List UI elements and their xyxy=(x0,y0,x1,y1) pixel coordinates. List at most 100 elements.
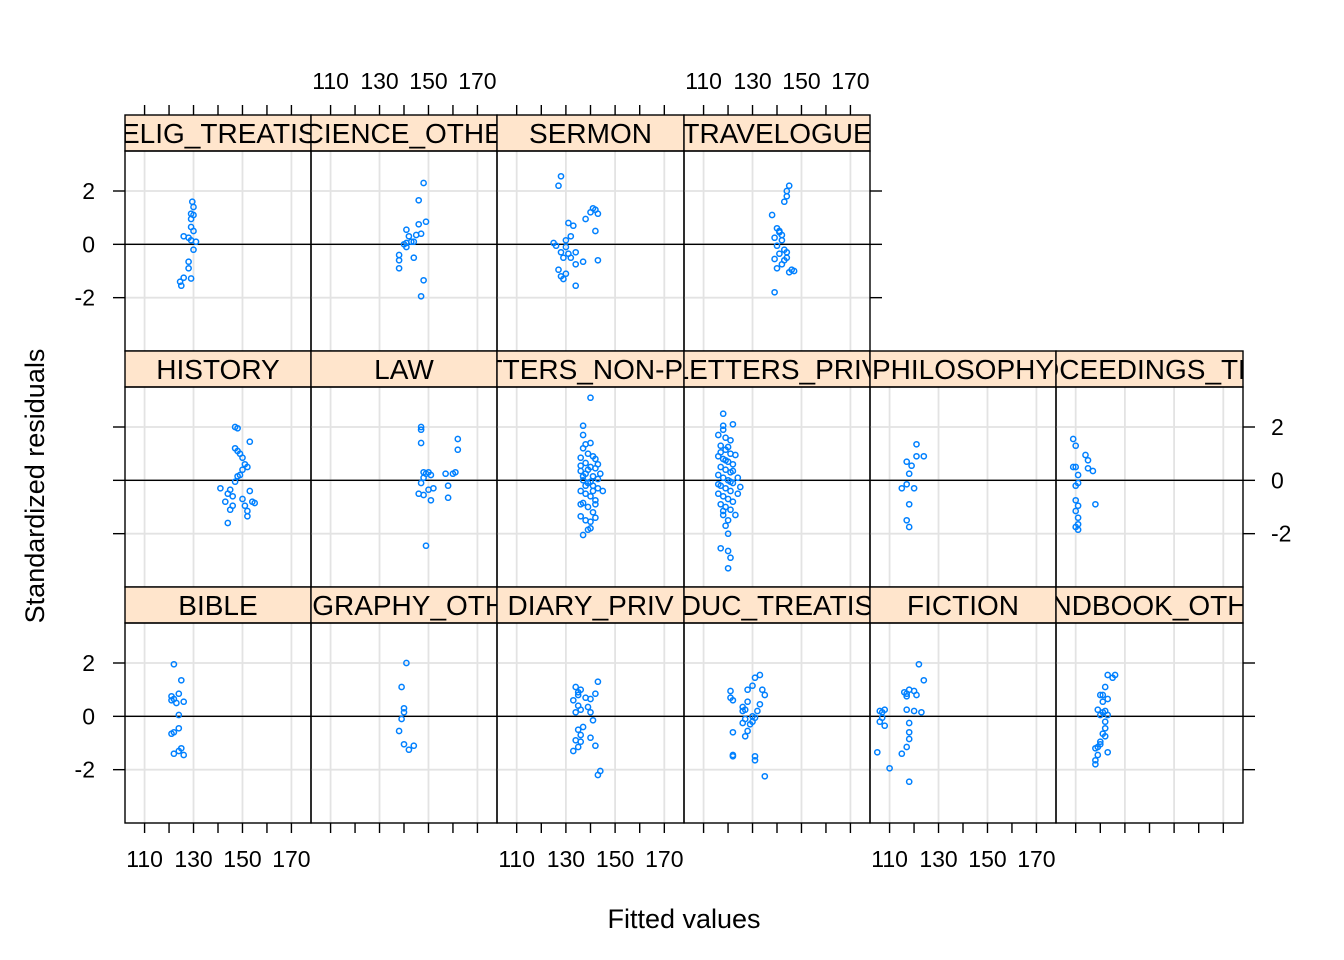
data-point xyxy=(749,682,756,690)
data-point xyxy=(587,518,594,526)
data-point xyxy=(776,250,783,258)
data-point xyxy=(727,506,734,514)
data-point xyxy=(587,695,594,703)
data-point xyxy=(729,696,737,704)
data-point xyxy=(1094,706,1102,714)
data-point xyxy=(560,275,567,283)
data-point xyxy=(596,470,604,478)
data-point xyxy=(1096,740,1104,748)
strip-label: RELIG_TREATISE xyxy=(101,118,335,149)
x-tick-label: 170 xyxy=(645,846,683,872)
data-point xyxy=(741,706,749,714)
strip-background xyxy=(870,351,1056,387)
data-point xyxy=(452,468,459,476)
y-tick-label: 2 xyxy=(82,178,95,204)
data-point xyxy=(910,484,918,492)
data-point xyxy=(587,524,594,532)
strip-label: PROCEEDINGS_TRIAL xyxy=(999,354,1301,385)
x-tick-label: 150 xyxy=(409,68,447,94)
data-point xyxy=(729,498,737,506)
data-point xyxy=(454,446,462,454)
data-point xyxy=(185,264,192,272)
data-point xyxy=(739,719,747,727)
y-axis-title: Standardized residuals xyxy=(20,349,50,624)
data-point xyxy=(915,660,923,668)
data-point xyxy=(557,172,565,180)
data-point xyxy=(724,530,732,538)
data-point xyxy=(722,456,729,464)
data-point xyxy=(717,442,725,450)
data-point xyxy=(562,243,570,251)
data-point xyxy=(727,478,734,486)
data-point xyxy=(1072,442,1080,450)
data-point xyxy=(1092,760,1099,768)
data-point xyxy=(761,772,769,780)
data-point xyxy=(905,470,913,478)
data-point xyxy=(170,750,178,758)
x-tick-label: 150 xyxy=(223,846,261,872)
data-point xyxy=(241,502,249,510)
data-point xyxy=(727,687,734,695)
data-point xyxy=(1111,671,1119,679)
data-point xyxy=(417,292,425,300)
data-point xyxy=(185,234,192,242)
data-point xyxy=(785,182,793,190)
data-point xyxy=(594,678,602,686)
data-point xyxy=(771,288,778,296)
data-point xyxy=(562,270,570,278)
y-tick-label: -2 xyxy=(75,757,95,783)
panel-border xyxy=(869,622,1057,824)
data-point xyxy=(592,227,599,235)
data-point xyxy=(724,564,732,572)
strip-label: SERMON xyxy=(529,118,652,149)
data-point xyxy=(569,696,577,704)
data-point xyxy=(594,475,602,483)
data-point xyxy=(873,748,881,756)
data-point xyxy=(749,712,756,720)
data-point xyxy=(714,490,722,498)
data-point xyxy=(724,547,732,555)
panel-border xyxy=(1055,622,1244,824)
panel-border xyxy=(683,150,871,352)
strip-label: EDUC_TREATISE xyxy=(662,590,892,621)
data-point xyxy=(395,264,403,272)
y-tick-label: 0 xyxy=(1271,467,1284,493)
data-point xyxy=(756,671,764,679)
panel-12: BIOGRAPHY_OTHER xyxy=(310,586,498,824)
data-point xyxy=(773,264,781,272)
data-point xyxy=(187,223,195,231)
data-point xyxy=(727,487,734,495)
strip-background xyxy=(1056,587,1243,623)
data-point xyxy=(173,699,180,707)
data-point xyxy=(577,487,585,495)
data-point xyxy=(589,472,597,480)
data-point xyxy=(574,688,582,696)
data-point xyxy=(594,460,602,468)
data-point xyxy=(239,466,246,474)
data-point xyxy=(905,728,913,736)
data-point xyxy=(913,452,920,460)
data-point xyxy=(430,484,437,492)
data-point xyxy=(577,706,585,714)
data-point xyxy=(400,740,408,748)
data-point xyxy=(727,554,734,562)
data-point xyxy=(905,778,913,786)
strip-background xyxy=(497,351,684,387)
x-tick-label: 110 xyxy=(498,846,535,872)
data-point xyxy=(582,459,589,467)
data-point xyxy=(1072,463,1080,471)
data-point xyxy=(587,394,594,402)
data-point xyxy=(246,487,254,495)
data-point xyxy=(180,698,188,706)
data-point xyxy=(881,706,889,714)
y-tick-label: 0 xyxy=(82,231,95,257)
data-point xyxy=(168,730,175,738)
data-point xyxy=(584,466,592,474)
panel-14: EDUC_TREATISE xyxy=(662,586,892,824)
data-point xyxy=(410,238,418,246)
data-point xyxy=(417,426,425,434)
y-tick-label: -2 xyxy=(1271,521,1291,547)
panel-border xyxy=(310,150,498,352)
data-point xyxy=(717,463,725,471)
